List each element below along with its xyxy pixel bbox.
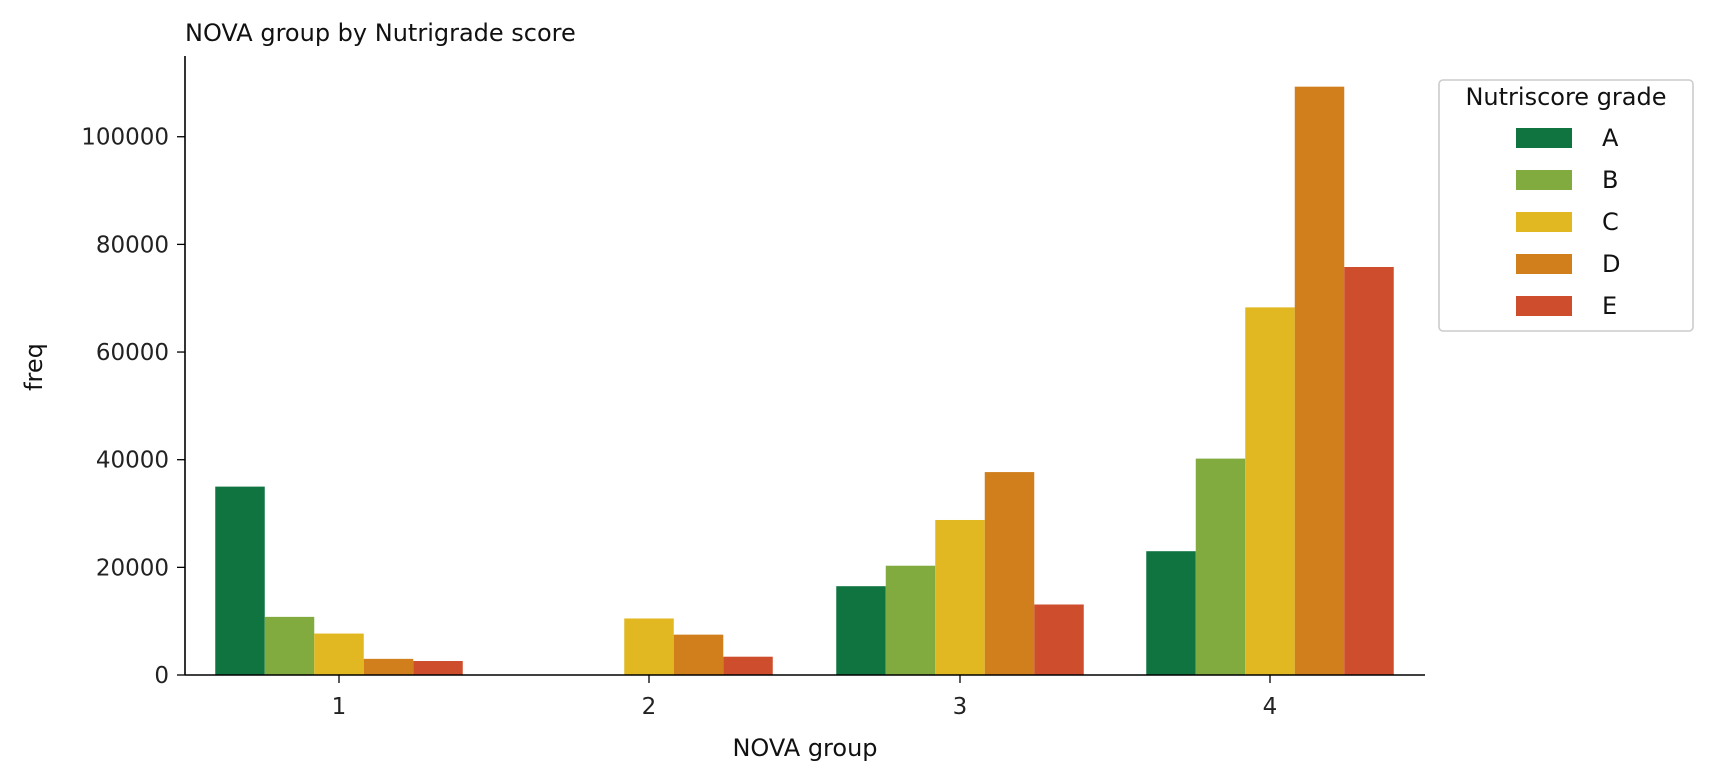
bar-3-D [984,472,1035,675]
x-axis-ticks: 1 2 3 4 [332,675,1278,720]
legend-swatch-A [1516,128,1572,148]
x-tick-label: 4 [1263,694,1278,720]
bar-2-E [723,656,773,675]
bar-1-C [314,633,364,675]
legend-swatch-E [1516,296,1572,316]
y-axis-ticks: 0 20000 40000 60000 80000 100000 [81,125,185,689]
bar-4-D [1294,86,1345,676]
bar-2-D [673,634,724,675]
bar-3-B [885,565,936,675]
bar-3-E [1034,604,1084,675]
legend-label-E: E [1602,292,1617,320]
bar-1-A [215,486,265,675]
chart-title: NOVA group by Nutrigrade score [185,19,576,47]
legend-box [1438,79,1694,332]
y-tick-label: 100000 [81,125,169,151]
legend-label-C: C [1602,208,1619,236]
y-tick-label: 60000 [96,340,169,366]
y-axis-label: freq [20,343,48,391]
bar-4-E [1344,267,1394,675]
y-tick-label: 20000 [96,555,169,581]
bar-1-B [264,616,315,675]
legend-swatch-B [1516,170,1572,190]
legend-label-D: D [1602,250,1620,278]
x-tick-label: 2 [642,694,657,720]
bar-4-B [1195,458,1246,675]
y-tick-label: 40000 [96,448,169,474]
legend-swatch-C [1516,212,1572,232]
bar-3-A [836,586,886,675]
legend-swatch-D [1516,254,1572,274]
bar-2-C [624,618,674,675]
bar-1-E [413,661,463,675]
legend-label-B: B [1602,166,1618,194]
x-tick-label: 3 [953,694,968,720]
x-tick-label: 1 [332,694,347,720]
legend-title: Nutriscore grade [1465,83,1666,111]
y-tick-label: 80000 [96,232,169,258]
bar-4-C [1245,307,1295,675]
bar-3-C [935,519,985,675]
bar-group [215,86,1394,676]
x-axis-label: NOVA group [732,734,877,762]
bar-1-D [363,658,414,675]
y-tick-label: 0 [154,663,169,689]
legend-label-A: A [1602,124,1619,152]
bar-4-A [1146,551,1196,675]
